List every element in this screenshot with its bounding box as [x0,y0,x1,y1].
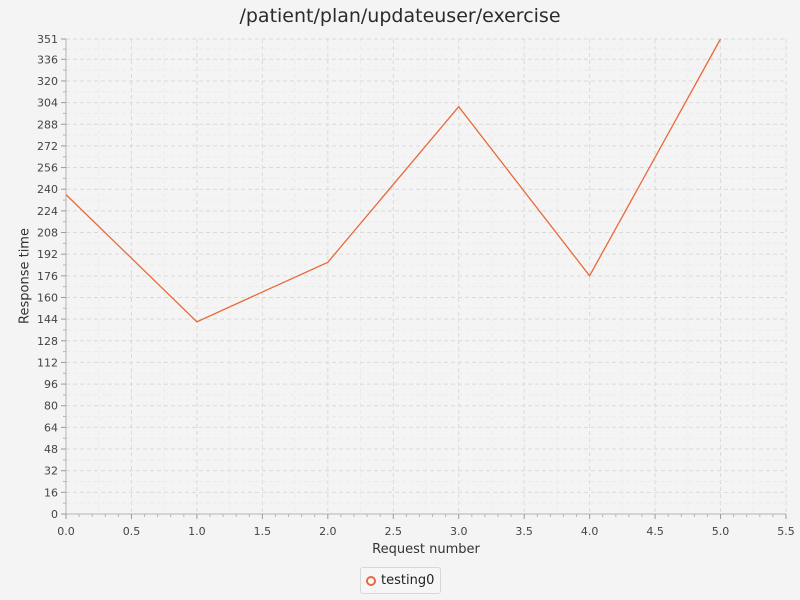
x-axis-label: Request number [372,542,480,557]
y-tick-label: 64 [44,421,58,434]
y-tick-label: 160 [37,291,58,304]
axis-layer: 0 16 32 48 64 80 96 112 128 144 160 176 192 208 224 240… [37,33,795,538]
y-tick-label: 32 [44,465,58,478]
legend-series-label: testing0 [381,573,435,588]
y-tick-label: 96 [44,378,58,391]
x-tick-label: 2.0 [319,525,337,538]
y-tick-label: 144 [37,313,58,326]
y-tick-label: 80 [44,400,58,413]
grid-layer [65,38,787,515]
y-tick-label: 288 [37,118,58,131]
y-tick-label: 336 [37,53,58,66]
y-tick-label: 128 [37,335,58,348]
chart-title: /patient/plan/updateuser/exercise [239,5,561,27]
y-tick-label: 0 [51,508,58,521]
y-tick-label: 256 [37,162,58,175]
y-tick-label: 272 [37,140,58,153]
y-tick-label: 192 [37,248,58,261]
y-tick-label: 304 [37,97,58,110]
y-tick-label: 16 [44,486,58,499]
x-tick-label: 4.0 [581,525,599,538]
series-line-testing0 [65,38,722,323]
x-tick-label: 1.0 [188,525,206,538]
legend: testing0 [360,567,442,594]
legend-series-marker [366,575,376,586]
x-tick-label: 5.5 [777,525,795,538]
x-tick-label: 4.5 [646,525,664,538]
x-tick-label: 5.0 [712,525,730,538]
y-tick-label: 224 [37,205,58,218]
series-layer [65,38,722,323]
x-tick-label: 1.5 [254,525,272,538]
y-tick-label: 240 [37,183,58,196]
y-axis-label: Response time [17,228,33,324]
y-tick-label: 320 [37,75,58,88]
y-tick-label: 112 [37,356,58,369]
x-tick-label: 0.0 [57,525,75,538]
y-tick-label: 351 [37,33,58,46]
x-tick-label: 0.5 [123,525,141,538]
x-tick-label: 2.5 [385,525,403,538]
x-tick-label: 3.0 [450,525,468,538]
y-tick-label: 208 [37,227,58,240]
y-tick-label: 48 [44,443,58,456]
y-tick-label: 176 [37,270,58,283]
x-tick-label: 3.5 [515,525,533,538]
